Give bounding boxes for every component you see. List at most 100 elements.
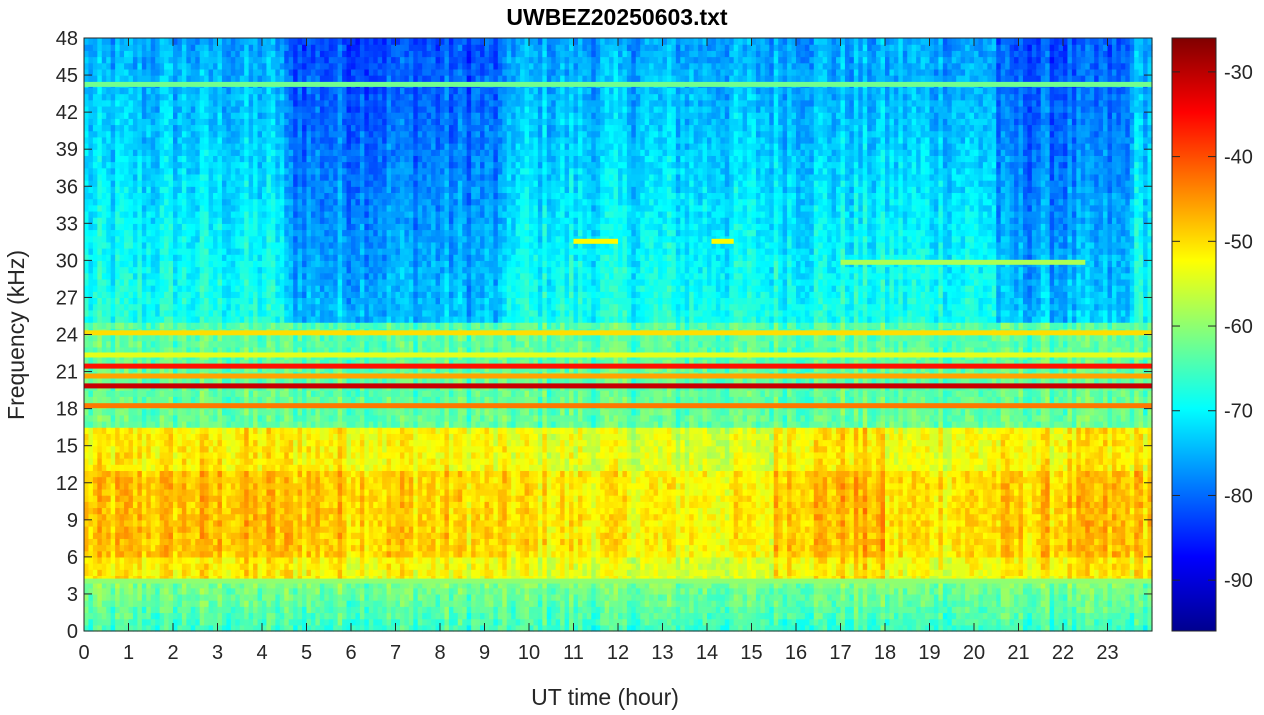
heatmap-cell [132, 488, 138, 496]
heatmap-cell [97, 451, 103, 459]
heatmap-cell [275, 118, 281, 126]
heatmap-cell [226, 118, 232, 126]
heatmap-cell [208, 563, 214, 570]
heatmap-cell [244, 241, 250, 249]
heatmap-cell [204, 476, 210, 484]
heatmap-cell [279, 420, 285, 428]
heatmap-cell [177, 303, 183, 311]
heatmap-cell [262, 451, 268, 459]
heatmap-cell [146, 408, 152, 416]
heatmap-cell [221, 519, 227, 527]
heatmap-cell [88, 550, 94, 558]
heatmap-cell [173, 606, 179, 614]
heatmap-cell [288, 525, 294, 533]
heatmap-cell [155, 624, 161, 632]
heatmap-cell [110, 550, 116, 558]
heatmap-cell [115, 593, 121, 601]
heatmap-cell [248, 470, 254, 478]
heatmap-cell [284, 229, 290, 237]
heatmap-cell [128, 525, 134, 533]
heatmap-cell [230, 130, 236, 138]
heatmap-cell [92, 105, 98, 113]
heatmap-cell [132, 210, 138, 218]
heatmap-cell [84, 624, 90, 632]
heatmap-cell [159, 260, 165, 268]
heatmap-cell [119, 266, 125, 274]
heatmap-cell [226, 248, 232, 255]
heatmap-cell [181, 303, 187, 311]
heatmap-cell [128, 365, 134, 373]
heatmap-cell [88, 587, 94, 595]
heatmap-cell [150, 538, 156, 546]
heatmap-cell [279, 600, 285, 607]
heatmap-cell [275, 458, 281, 465]
heatmap-cell [302, 297, 308, 305]
heatmap-cell [208, 544, 214, 552]
heatmap-cell [297, 618, 303, 626]
heatmap-cell [217, 93, 223, 101]
heatmap-cell [137, 309, 143, 317]
heatmap-cell [146, 439, 152, 447]
heatmap-cell [275, 198, 281, 206]
heatmap-cell [155, 464, 161, 471]
heatmap-cell [221, 62, 227, 70]
heatmap-cell [124, 285, 130, 292]
heatmap-cell [128, 155, 134, 163]
heatmap-cell [306, 359, 312, 366]
heatmap-cell [253, 464, 259, 471]
heatmap-cell [132, 587, 138, 595]
heatmap-cell [119, 408, 125, 416]
heatmap-cell [168, 593, 174, 601]
heatmap-cell [177, 105, 183, 113]
heatmap-cell [213, 581, 219, 589]
heatmap-cell [239, 624, 245, 632]
heatmap-cell [230, 581, 236, 589]
heatmap-cell [239, 618, 245, 626]
heatmap-cell [88, 186, 94, 194]
heatmap-cell [119, 612, 125, 620]
heatmap-cell [106, 451, 112, 459]
heatmap-cell [164, 322, 170, 329]
heatmap-cell [221, 210, 227, 218]
heatmap-cell [297, 550, 303, 558]
heatmap-cell [204, 606, 210, 614]
heatmap-cell [92, 501, 98, 509]
heatmap-cell [297, 75, 303, 82]
heatmap-cell [279, 495, 285, 502]
heatmap-cell [226, 377, 232, 385]
heatmap-cell [230, 563, 236, 570]
heatmap-cell [124, 612, 130, 620]
heatmap-cell [239, 99, 245, 107]
heatmap-cell [92, 451, 98, 459]
heatmap-cell [248, 396, 254, 404]
heatmap-cell [262, 155, 268, 163]
heatmap-cell [106, 513, 112, 521]
heatmap-cell [106, 482, 112, 490]
heatmap-cell [173, 93, 179, 101]
heatmap-cell [253, 291, 259, 299]
heatmap-cell [141, 50, 147, 58]
heatmap-cell [279, 587, 285, 595]
heatmap-cell [84, 130, 90, 138]
heatmap-cell [235, 192, 241, 200]
heatmap-cell [159, 309, 165, 317]
heatmap-cell [275, 340, 281, 348]
heatmap-cell [257, 62, 263, 70]
heatmap-cell [181, 525, 187, 533]
heatmap-cell [177, 186, 183, 194]
heatmap-cell [284, 266, 290, 274]
heatmap-cell [128, 433, 134, 441]
heatmap-cell [164, 260, 170, 268]
heatmap-cell [190, 612, 196, 620]
heatmap-cell [190, 248, 196, 255]
heatmap-cell [262, 303, 268, 311]
heatmap-cell [84, 180, 90, 187]
heatmap-cell [168, 420, 174, 428]
heatmap-cell [310, 173, 316, 181]
heatmap-cell [235, 241, 241, 249]
heatmap-cell [284, 396, 290, 404]
heatmap-cell [306, 173, 312, 181]
heatmap-cell [115, 606, 121, 614]
heatmap-cell [217, 38, 223, 45]
heatmap-cell [137, 38, 143, 45]
